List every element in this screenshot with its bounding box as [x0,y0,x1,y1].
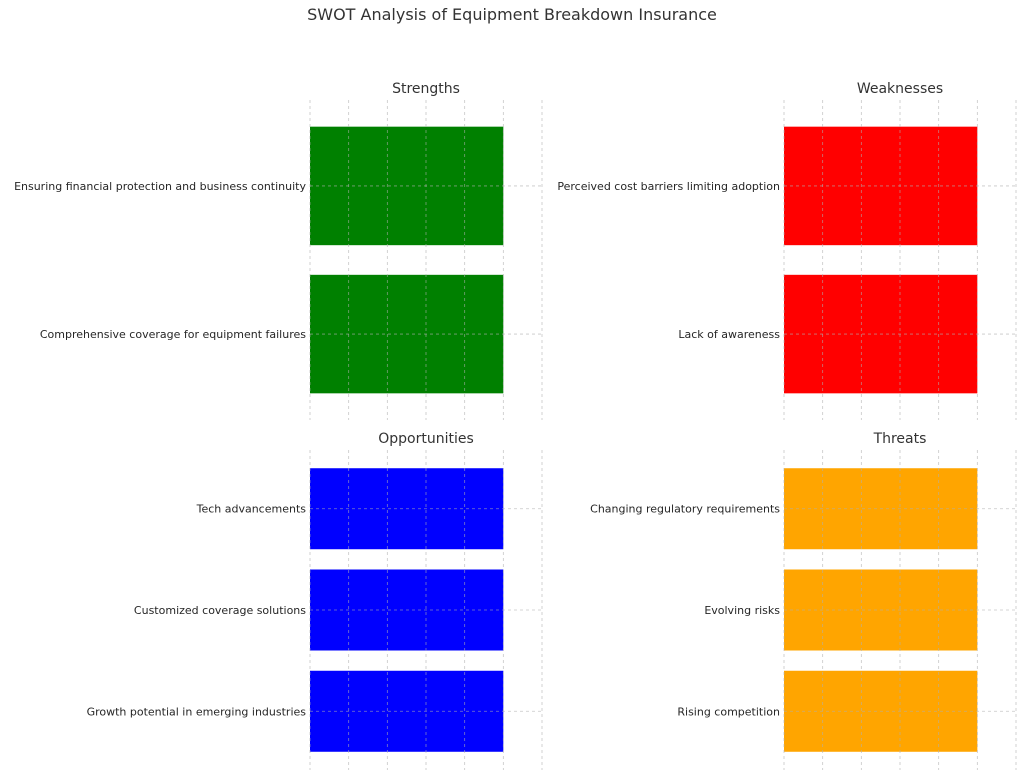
subplot-title: Strengths [392,81,460,97]
subplot-title: Opportunities [378,431,474,447]
subplot-threats: Changing regulatory requirements Evolving… [590,431,1017,770]
subplot-weaknesses: Perceived cost barriers limiting adoptio… [557,81,1017,420]
subplot-opportunities: Tech advancements Customized coverage sol… [87,431,543,770]
subplot-title: Weaknesses [857,81,943,97]
category-label: Perceived cost barriers limiting adoptio… [557,180,780,193]
category-label: Customized coverage solutions [134,604,306,617]
category-label: Tech advancements [196,503,307,516]
subplot-title: Threats [873,431,927,447]
category-label: Comprehensive coverage for equipment fai… [40,328,306,341]
category-label: Rising competition [677,705,780,718]
category-label: Lack of awareness [678,328,780,341]
category-label: Ensuring financial protection and busine… [14,180,306,193]
category-label: Growth potential in emerging industries [87,705,307,718]
category-label: Changing regulatory requirements [590,503,780,516]
subplot-strengths: Ensuring financial protection and busine… [14,81,543,420]
figure-title: SWOT Analysis of Equipment Breakdown Ins… [307,5,717,24]
category-label: Evolving risks [704,604,780,617]
